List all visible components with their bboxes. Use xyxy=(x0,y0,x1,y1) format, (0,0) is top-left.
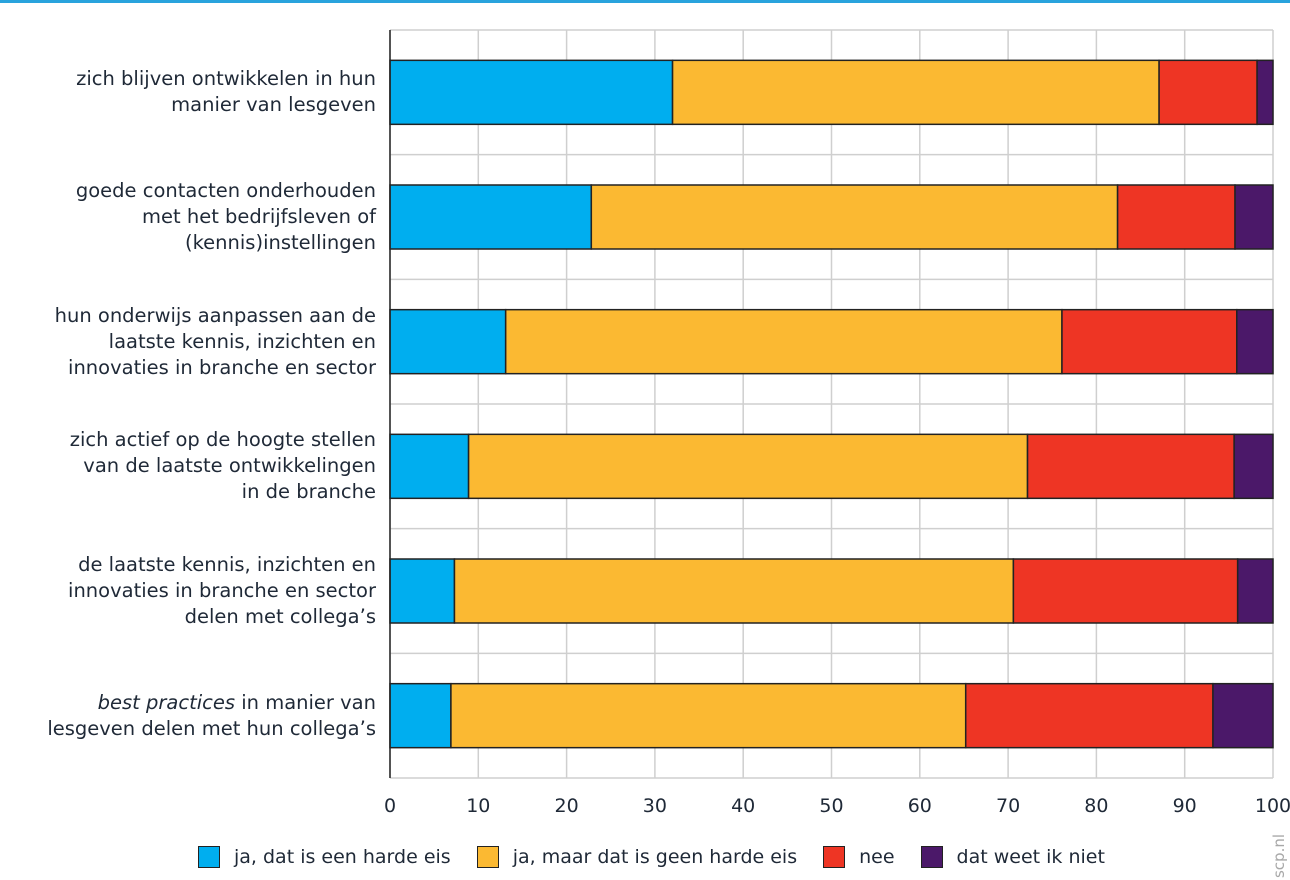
x-tick-label: 80 xyxy=(1084,795,1108,817)
legend-item-3: nee xyxy=(823,846,895,868)
bar-segment-1-row-3 xyxy=(389,308,507,375)
category-label-2: goede contacten onderhouden met het bedri… xyxy=(75,179,376,254)
bar-segment-1-row-4 xyxy=(389,433,470,500)
top-rule xyxy=(0,0,1290,3)
legend-swatch xyxy=(920,846,943,868)
x-tick-label: 70 xyxy=(996,795,1020,817)
category-label-1: zich blijven ontwikkelen in hun manier va… xyxy=(76,67,376,117)
legend-swatch xyxy=(198,846,220,868)
bar-segment-3-row-1 xyxy=(1158,59,1258,126)
chart-grid xyxy=(389,29,1274,779)
x-tick-label: 20 xyxy=(555,795,579,817)
x-tick-label: 40 xyxy=(731,795,755,817)
legend-swatch xyxy=(476,846,499,868)
bar-segment-1-row-1 xyxy=(389,59,674,126)
legend-item-4: dat weet ik niet xyxy=(920,846,1105,868)
watermark: scp.nl xyxy=(1268,832,1290,880)
x-tick-label: 50 xyxy=(819,795,843,817)
chart-bars xyxy=(389,59,1274,749)
x-tick-label: 60 xyxy=(908,795,932,817)
bar-segment-2-row-1 xyxy=(671,59,1160,126)
x-tick-label: 10 xyxy=(466,795,490,817)
category-label-3: hun onderwijs aanpassen aan de laatste ke… xyxy=(54,303,376,379)
bar-segment-2-row-6 xyxy=(450,682,967,749)
bar-segment-3-row-4 xyxy=(1026,433,1235,500)
bar-segment-2-row-4 xyxy=(467,433,1029,500)
category-label-4: zich actief op de hoogte stellen van de l… xyxy=(69,428,376,504)
x-tick-label: 100 xyxy=(1255,795,1290,817)
legend-label: nee xyxy=(859,846,895,868)
legend-item-2: ja, maar dat is geen harde eis xyxy=(476,846,798,868)
bar-segment-3-row-6 xyxy=(964,682,1214,749)
watermark-text: scp.nl xyxy=(1270,833,1288,879)
bar-segment-4-row-2 xyxy=(1234,184,1274,250)
bar-segment-1-row-6 xyxy=(389,682,452,749)
bar-segment-2-row-5 xyxy=(453,558,1015,624)
x-tick-label: 90 xyxy=(1173,795,1197,817)
bar-segment-4-row-3 xyxy=(1236,308,1274,375)
bar-segment-1-row-5 xyxy=(389,558,456,624)
bar-segment-3-row-2 xyxy=(1116,184,1236,250)
bar-segment-4-row-6 xyxy=(1212,682,1274,749)
bar-segment-4-row-5 xyxy=(1236,558,1274,624)
legend-label: dat weet ik niet xyxy=(956,846,1105,868)
category-label-5: de laatste kennis, inzichten en innovatie… xyxy=(68,553,376,628)
legend-swatch xyxy=(823,846,846,868)
legend-label: ja, dat is een harde eis xyxy=(234,846,451,868)
chart-axis: 0 10 20 30 40 50 60 70 80 90 100 xyxy=(384,30,1290,817)
bar-segment-1-row-2 xyxy=(389,184,593,250)
legend: ja, dat is een harde eis ja, maar dat is … xyxy=(198,846,1131,868)
legend-item-1: ja, dat is een harde eis xyxy=(198,846,451,868)
category-label-6: best practices in manier van lesgeven del… xyxy=(47,690,376,740)
x-tick-label: 30 xyxy=(643,795,667,817)
bar-segment-3-row-5 xyxy=(1012,558,1239,624)
bar-segment-4-row-1 xyxy=(1256,59,1274,126)
bar-segment-2-row-3 xyxy=(504,308,1063,375)
legend-label: ja, maar dat is geen harde eis xyxy=(512,846,798,868)
x-tick-label: 0 xyxy=(384,795,396,817)
bar-segment-2-row-2 xyxy=(590,184,1119,250)
bar-segment-3-row-3 xyxy=(1061,308,1238,375)
bar-segment-4-row-4 xyxy=(1233,433,1274,500)
